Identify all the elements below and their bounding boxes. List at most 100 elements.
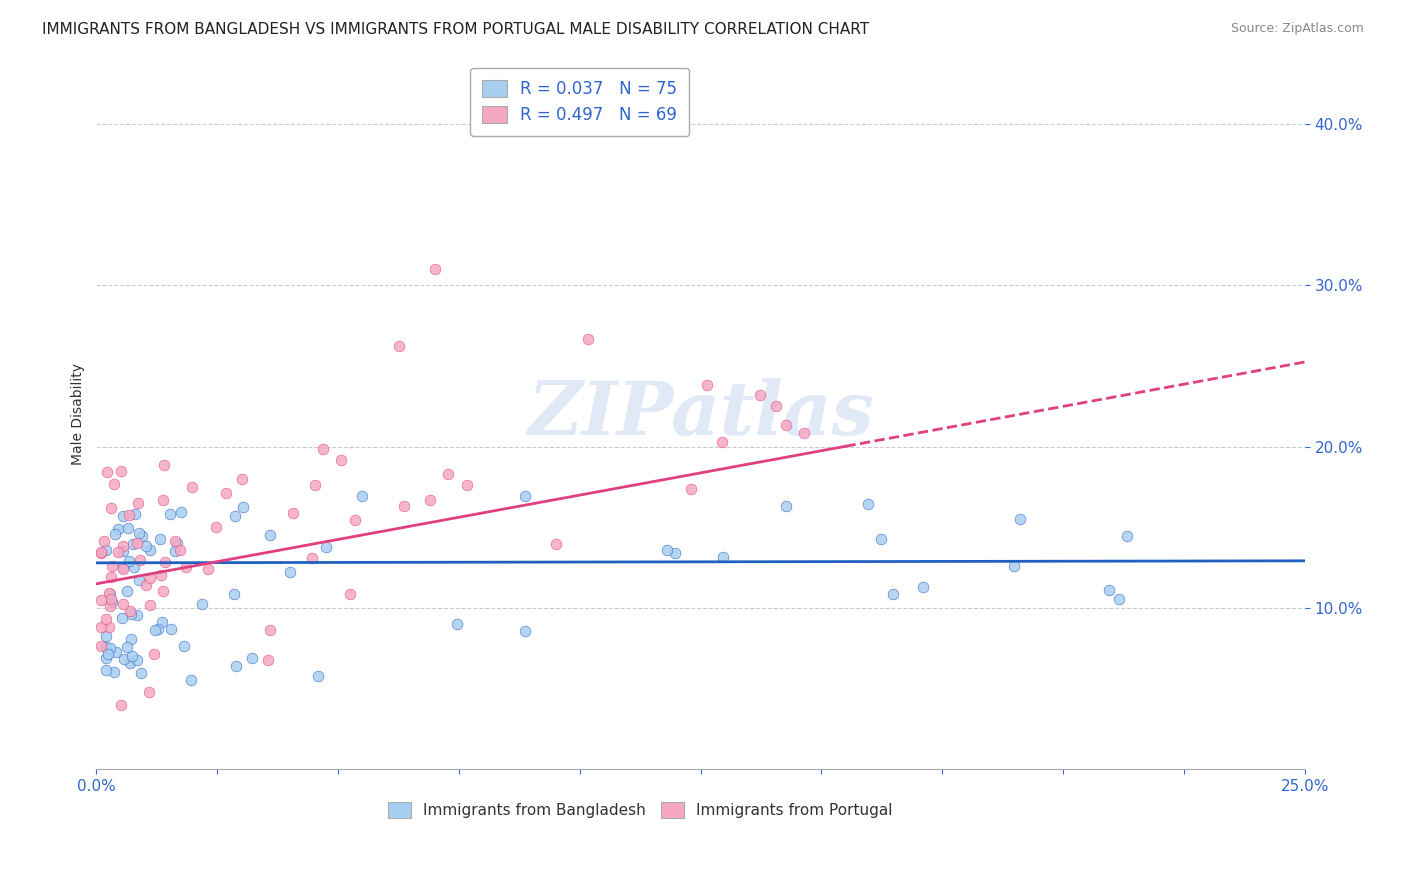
Point — [94, 651, 117, 665]
Point — [711, 550, 734, 565]
Point — [456, 478, 478, 492]
Point — [98, 641, 121, 656]
Point — [152, 584, 174, 599]
Point — [423, 262, 446, 277]
Point — [100, 592, 122, 607]
Point — [139, 598, 162, 612]
Point — [122, 560, 145, 574]
Point — [143, 623, 166, 637]
Point — [419, 492, 441, 507]
Point — [120, 607, 142, 622]
Point — [107, 522, 129, 536]
Point — [111, 539, 134, 553]
Point — [122, 537, 145, 551]
Point — [153, 555, 176, 569]
Point — [174, 560, 197, 574]
Point — [110, 464, 132, 478]
Point — [1002, 559, 1025, 574]
Point — [513, 624, 536, 638]
Point — [446, 617, 468, 632]
Point — [215, 486, 238, 500]
Point — [111, 597, 134, 611]
Point — [911, 580, 934, 594]
Point — [166, 536, 188, 550]
Point — [131, 529, 153, 543]
Point — [344, 513, 367, 527]
Point — [94, 629, 117, 643]
Point — [281, 506, 304, 520]
Point — [240, 650, 263, 665]
Point — [664, 546, 686, 560]
Point — [222, 586, 245, 600]
Point — [388, 339, 411, 353]
Point — [129, 553, 152, 567]
Point — [128, 573, 150, 587]
Point — [117, 583, 139, 598]
Point — [339, 586, 361, 600]
Point — [125, 607, 148, 622]
Point — [231, 472, 253, 486]
Point — [94, 640, 117, 654]
Point — [138, 543, 160, 558]
Point — [437, 467, 460, 481]
Point — [159, 507, 181, 521]
Point — [142, 647, 165, 661]
Point — [180, 673, 202, 687]
Point — [315, 540, 337, 554]
Point — [105, 645, 128, 659]
Point — [117, 554, 139, 568]
Point — [112, 562, 135, 576]
Y-axis label: Male Disability: Male Disability — [72, 363, 86, 466]
Point — [100, 595, 122, 609]
Point — [225, 659, 247, 673]
Point — [1010, 511, 1032, 525]
Text: Source: ZipAtlas.com: Source: ZipAtlas.com — [1230, 22, 1364, 36]
Point — [259, 528, 281, 542]
Point — [100, 500, 122, 515]
Point — [90, 620, 112, 634]
Point — [153, 458, 176, 472]
Point — [513, 489, 536, 503]
Point — [775, 417, 797, 432]
Point — [775, 499, 797, 513]
Point — [232, 500, 254, 514]
Point — [869, 532, 891, 546]
Point — [858, 497, 880, 511]
Point — [679, 482, 702, 496]
Point — [312, 442, 335, 456]
Point — [103, 665, 125, 679]
Point — [97, 586, 120, 600]
Point — [97, 620, 120, 634]
Point — [152, 493, 174, 508]
Point — [93, 533, 115, 548]
Point — [546, 537, 568, 551]
Point — [765, 399, 787, 413]
Point — [120, 605, 142, 619]
Point — [127, 536, 149, 550]
Point — [655, 543, 678, 558]
Point — [125, 653, 148, 667]
Point — [118, 656, 141, 670]
Text: ZIPatlas: ZIPatlas — [527, 378, 875, 450]
Point — [103, 477, 125, 491]
Point — [259, 623, 281, 637]
Point — [711, 435, 734, 450]
Point — [124, 507, 146, 521]
Point — [135, 540, 157, 554]
Point — [329, 452, 352, 467]
Point — [256, 652, 278, 666]
Point — [110, 698, 132, 712]
Point — [148, 622, 170, 636]
Point — [94, 542, 117, 557]
Point — [163, 544, 186, 558]
Point — [165, 533, 187, 548]
Text: IMMIGRANTS FROM BANGLADESH VS IMMIGRANTS FROM PORTUGAL MALE DISABILITY CORRELATI: IMMIGRANTS FROM BANGLADESH VS IMMIGRANTS… — [42, 22, 869, 37]
Point — [149, 532, 172, 546]
Point — [1098, 583, 1121, 598]
Point — [96, 465, 118, 479]
Point — [170, 505, 193, 519]
Point — [224, 509, 246, 524]
Point — [94, 612, 117, 626]
Point — [1116, 529, 1139, 543]
Point — [1108, 591, 1130, 606]
